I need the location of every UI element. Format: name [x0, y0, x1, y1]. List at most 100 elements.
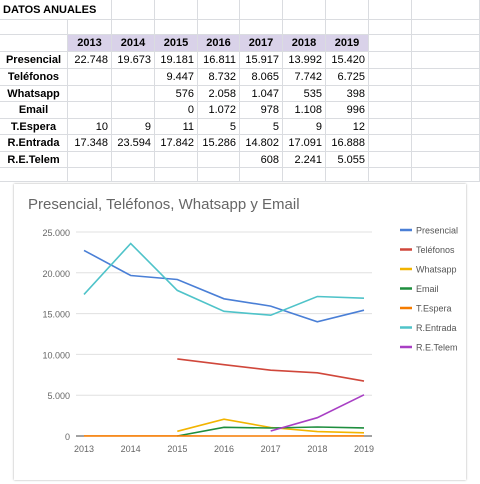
sheet-cell[interactable] — [283, 168, 326, 182]
sheet-cell[interactable] — [155, 168, 198, 182]
value-cell[interactable]: 9 — [112, 119, 155, 135]
value-cell[interactable] — [68, 86, 112, 102]
value-cell[interactable] — [68, 69, 112, 86]
value-cell[interactable]: 19.181 — [155, 52, 198, 69]
sheet-cell[interactable] — [369, 35, 412, 52]
value-cell[interactable]: 15.420 — [326, 52, 369, 69]
sheet-cell[interactable] — [369, 69, 412, 86]
value-cell[interactable]: 16.888 — [326, 135, 369, 152]
sheet-cell[interactable] — [112, 0, 155, 20]
sheet-cell[interactable] — [112, 168, 155, 182]
row-label[interactable]: Email — [0, 102, 68, 119]
sheet-cell[interactable] — [198, 0, 240, 20]
sheet-cell[interactable] — [68, 0, 112, 20]
sheet-cell[interactable] — [326, 0, 369, 20]
value-cell[interactable]: 535 — [283, 86, 326, 102]
value-cell[interactable]: 19.673 — [112, 52, 155, 69]
value-cell[interactable]: 1.108 — [283, 102, 326, 119]
value-cell[interactable]: 9.447 — [155, 69, 198, 86]
sheet-cell[interactable] — [369, 86, 412, 102]
value-cell[interactable]: 5.055 — [326, 152, 369, 168]
sheet-cell[interactable] — [412, 152, 480, 168]
year-header[interactable]: 2014 — [112, 35, 155, 52]
sheet-cell[interactable] — [369, 168, 412, 182]
sheet-cell[interactable] — [283, 20, 326, 35]
value-cell[interactable]: 5 — [240, 119, 283, 135]
value-cell[interactable]: 608 — [240, 152, 283, 168]
row-label[interactable]: Presencial — [0, 52, 68, 69]
sheet-cell[interactable] — [412, 52, 480, 69]
sheet-cell[interactable] — [155, 20, 198, 35]
sheet-cell[interactable] — [412, 102, 480, 119]
row-label[interactable]: R.Entrada — [0, 135, 68, 152]
sheet-cell[interactable] — [283, 0, 326, 20]
row-label[interactable]: Whatsapp — [0, 86, 68, 102]
value-cell[interactable]: 978 — [240, 102, 283, 119]
sheet-cell[interactable] — [240, 168, 283, 182]
value-cell[interactable]: 17.091 — [283, 135, 326, 152]
sheet-cell[interactable] — [369, 135, 412, 152]
value-cell[interactable]: 9 — [283, 119, 326, 135]
sheet-cell[interactable] — [369, 119, 412, 135]
sheet-cell[interactable] — [0, 35, 68, 52]
value-cell[interactable] — [112, 86, 155, 102]
sheet-cell[interactable] — [68, 20, 112, 35]
sheet-cell[interactable] — [112, 20, 155, 35]
sheet-cell[interactable] — [198, 20, 240, 35]
value-cell[interactable]: 14.802 — [240, 135, 283, 152]
year-header[interactable]: 2016 — [198, 35, 240, 52]
value-cell[interactable]: 13.992 — [283, 52, 326, 69]
sheet-cell[interactable] — [68, 168, 112, 182]
sheet-cell[interactable] — [412, 135, 480, 152]
year-header[interactable]: 2017 — [240, 35, 283, 52]
sheet-cell[interactable] — [369, 52, 412, 69]
sheet-cell[interactable] — [240, 20, 283, 35]
value-cell[interactable] — [112, 102, 155, 119]
value-cell[interactable]: 15.917 — [240, 52, 283, 69]
sheet-cell[interactable] — [326, 168, 369, 182]
value-cell[interactable]: 5 — [198, 119, 240, 135]
sheet-cell[interactable] — [412, 69, 480, 86]
value-cell[interactable]: 17.842 — [155, 135, 198, 152]
value-cell[interactable] — [155, 152, 198, 168]
line-chart[interactable]: Presencial, Teléfonos, Whatsapp y Email … — [14, 184, 466, 480]
sheet-cell[interactable] — [240, 0, 283, 20]
value-cell[interactable]: 0 — [155, 102, 198, 119]
value-cell[interactable]: 2.058 — [198, 86, 240, 102]
value-cell[interactable]: 2.241 — [283, 152, 326, 168]
value-cell[interactable] — [68, 102, 112, 119]
value-cell[interactable]: 1.047 — [240, 86, 283, 102]
sheet-cell[interactable] — [155, 0, 198, 20]
value-cell[interactable]: 996 — [326, 102, 369, 119]
row-label[interactable]: T.Espera — [0, 119, 68, 135]
value-cell[interactable]: 10 — [68, 119, 112, 135]
sheet-cell[interactable] — [412, 86, 480, 102]
year-header[interactable]: 2019 — [326, 35, 369, 52]
value-cell[interactable]: 8.732 — [198, 69, 240, 86]
value-cell[interactable] — [112, 152, 155, 168]
value-cell[interactable] — [112, 69, 155, 86]
sheet-cell[interactable] — [412, 0, 480, 20]
value-cell[interactable] — [198, 152, 240, 168]
value-cell[interactable]: 17.348 — [68, 135, 112, 152]
sheet-cell[interactable] — [369, 0, 412, 20]
value-cell[interactable]: 576 — [155, 86, 198, 102]
sheet-cell[interactable] — [0, 168, 68, 182]
sheet-cell[interactable] — [412, 35, 480, 52]
row-label[interactable]: Teléfonos — [0, 69, 68, 86]
value-cell[interactable]: 11 — [155, 119, 198, 135]
sheet-cell[interactable] — [369, 152, 412, 168]
value-cell[interactable] — [68, 152, 112, 168]
value-cell[interactable]: 23.594 — [112, 135, 155, 152]
row-label[interactable]: R.E.Telem — [0, 152, 68, 168]
sheet-cell[interactable] — [412, 20, 480, 35]
sheet-cell[interactable] — [369, 102, 412, 119]
value-cell[interactable]: 16.811 — [198, 52, 240, 69]
year-header[interactable]: 2018 — [283, 35, 326, 52]
sheet-cell[interactable] — [0, 20, 68, 35]
value-cell[interactable]: 8.065 — [240, 69, 283, 86]
year-header[interactable]: 2015 — [155, 35, 198, 52]
sheet-cell[interactable] — [326, 20, 369, 35]
value-cell[interactable]: 398 — [326, 86, 369, 102]
year-header[interactable]: 2013 — [68, 35, 112, 52]
